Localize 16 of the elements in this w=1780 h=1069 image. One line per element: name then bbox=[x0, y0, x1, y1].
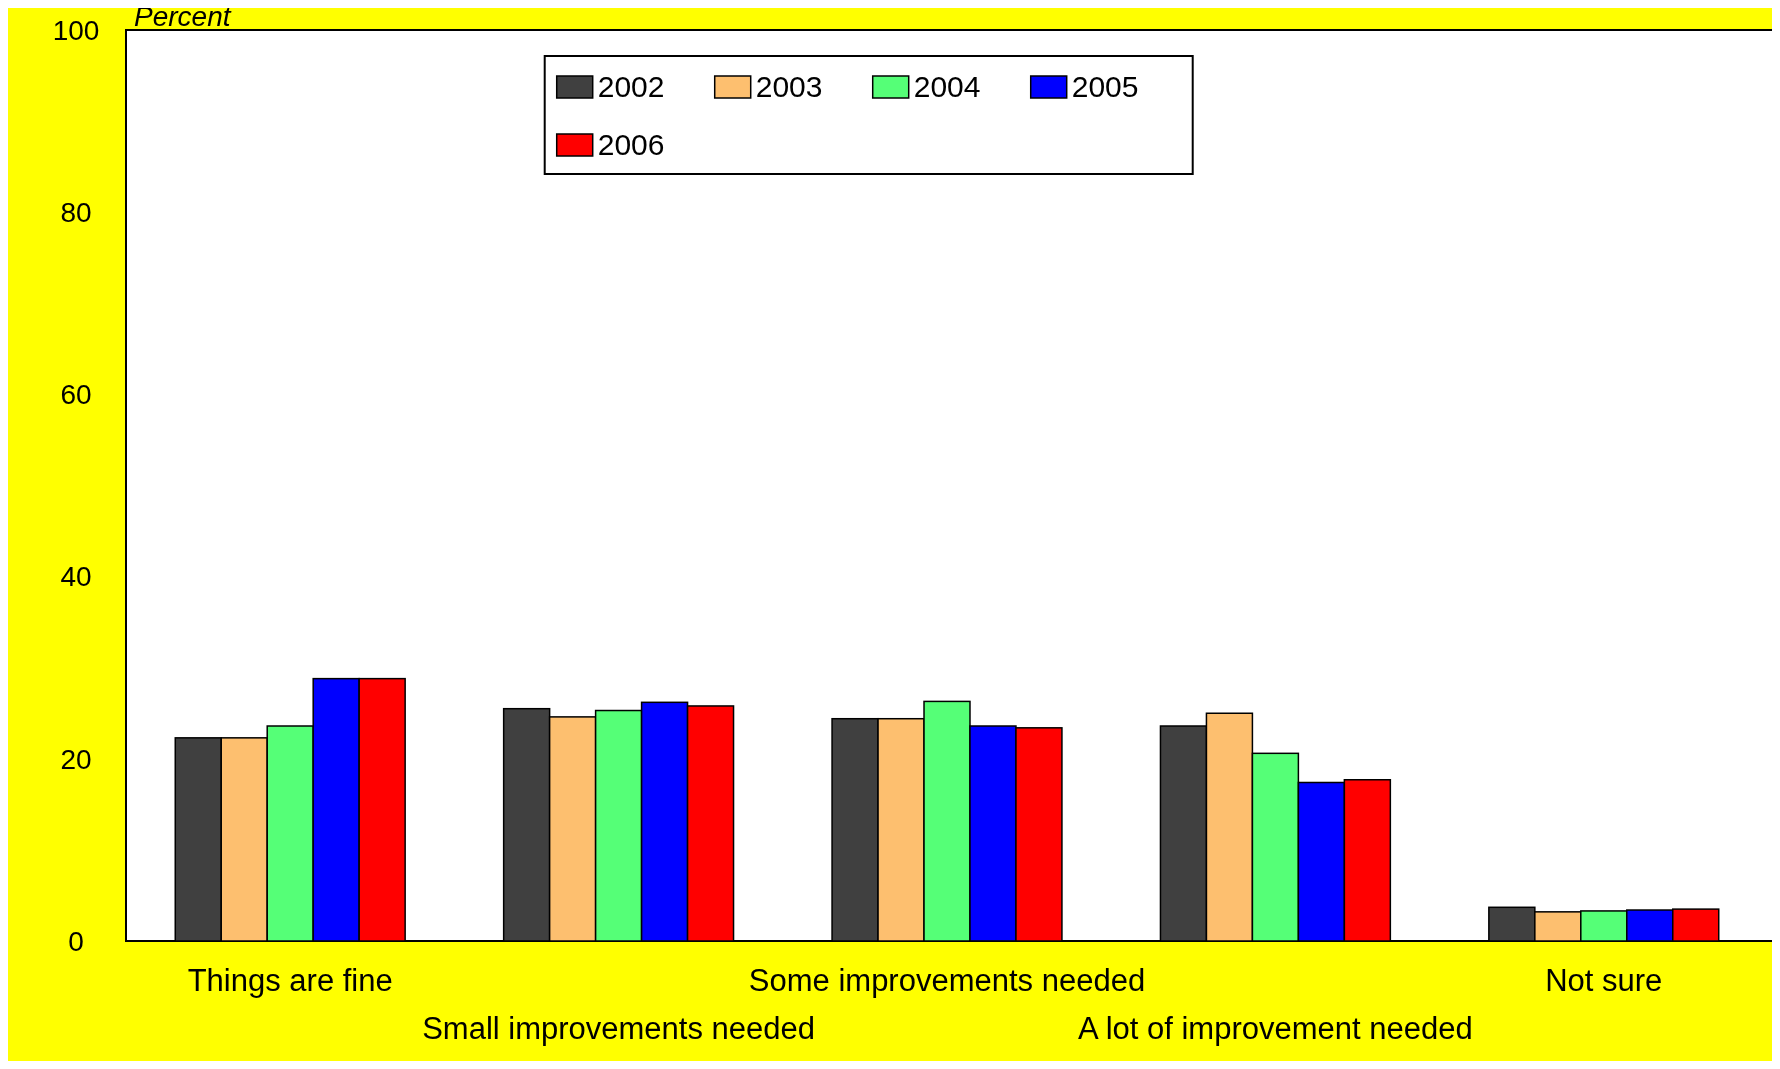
x-tick-label: Not sure bbox=[1545, 963, 1663, 998]
x-tick-label: A lot of improvement needed bbox=[1078, 1011, 1473, 1046]
x-tick-label: Things are fine bbox=[187, 963, 393, 998]
y-tick-label: 80 bbox=[60, 197, 92, 228]
legend-label: 2006 bbox=[597, 127, 665, 161]
legend-label: 2002 bbox=[597, 69, 665, 103]
y-tick-label: 20 bbox=[60, 743, 92, 775]
y-tick-label: 40 bbox=[60, 561, 92, 593]
y-tick-label: 0 bbox=[68, 925, 84, 957]
legend-label: 2005 bbox=[1071, 69, 1139, 103]
x-tick-label: Small improvements needed bbox=[422, 1011, 816, 1046]
x-tick-label: Some improvements needed bbox=[748, 963, 1146, 998]
y-tick-label: 60 bbox=[60, 379, 92, 411]
y-tick-label: 100 bbox=[52, 14, 100, 46]
legend-label: 2004 bbox=[913, 69, 981, 103]
legend-label: 2003 bbox=[755, 69, 823, 103]
